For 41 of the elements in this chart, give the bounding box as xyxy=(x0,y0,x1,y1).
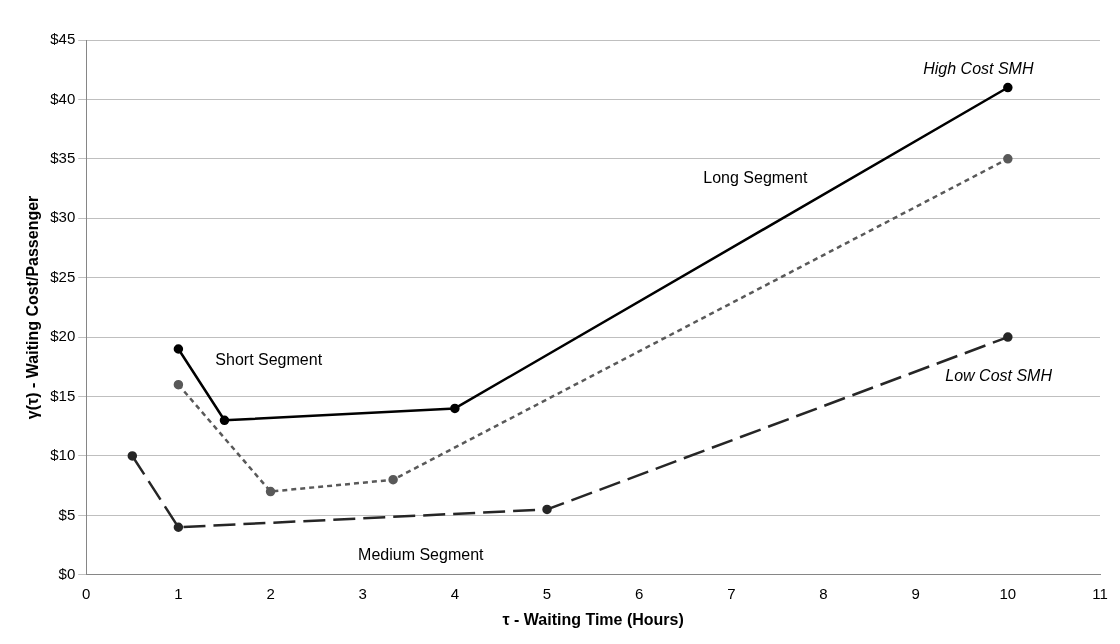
annotation: Long Segment xyxy=(703,169,808,187)
y-tick-label: $25 xyxy=(50,267,76,285)
y-tick-label: $5 xyxy=(58,505,76,523)
x-tick-label: 7 xyxy=(727,584,736,602)
point xyxy=(265,486,276,497)
x-tick-label: 1 xyxy=(174,584,183,602)
annotation: Medium Segment xyxy=(358,546,485,564)
point xyxy=(127,451,138,461)
x-tick-label: 10 xyxy=(999,584,1017,602)
x-tick-label: 9 xyxy=(911,584,920,602)
y-tick-label: $10 xyxy=(50,446,76,464)
x-tick-label: 5 xyxy=(542,584,552,602)
point xyxy=(173,379,184,390)
x-tick-label: 3 xyxy=(358,584,367,602)
y-tick-label: $15 xyxy=(50,386,76,404)
point xyxy=(173,522,184,533)
annotation: High Cost SMH xyxy=(923,59,1034,77)
y-tick-label: $0 xyxy=(58,564,76,582)
point xyxy=(173,344,184,354)
y-tick-label: $20 xyxy=(50,327,76,345)
y-axis-title: γ(τ) - Waiting Cost/Passenger xyxy=(24,195,42,420)
annotation: Short Segment xyxy=(215,351,323,369)
point xyxy=(1003,154,1013,164)
y-tick-label: $35 xyxy=(50,148,76,166)
point xyxy=(1003,332,1013,342)
x-tick-label: 0 xyxy=(82,584,91,602)
x-axis-title: τ - Waiting Time (Hours) xyxy=(502,610,684,628)
x-tick-label: 4 xyxy=(450,584,460,602)
y-tick-label: $45 xyxy=(50,30,76,48)
point xyxy=(388,474,398,485)
point xyxy=(450,403,460,414)
x-tick-label: 6 xyxy=(635,584,644,602)
point xyxy=(1003,82,1013,93)
point xyxy=(542,504,552,515)
x-tick-label: 2 xyxy=(266,584,275,602)
annotation: Low Cost SMH xyxy=(945,367,1053,385)
y-tick-label: $30 xyxy=(50,208,76,226)
x-tick-label: 11 xyxy=(1092,584,1108,602)
x-tick-label: 8 xyxy=(819,584,828,602)
y-tick-label: $40 xyxy=(50,89,76,107)
point xyxy=(219,415,230,426)
